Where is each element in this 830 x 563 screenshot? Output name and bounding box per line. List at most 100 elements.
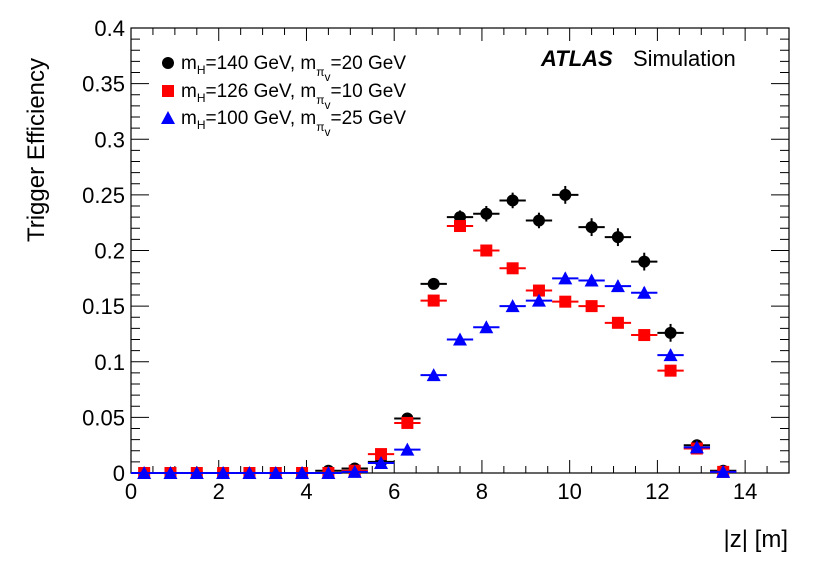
point-marker [375, 448, 388, 461]
series-triangle [131, 271, 737, 479]
x-tick-label: 2 [213, 479, 225, 504]
point-marker [401, 416, 414, 429]
y-tick-label: 0.05 [82, 405, 125, 430]
x-tick-label: 12 [645, 479, 669, 504]
data-point [341, 464, 368, 478]
point-marker [558, 271, 573, 285]
y-tick-label: 0.4 [94, 16, 125, 41]
point-marker [559, 188, 572, 201]
data-point [367, 455, 395, 469]
y-tick-label: 0.3 [94, 127, 125, 152]
axis-ticks: 0 2 4 6 8 10 12 14 0 0.05 0.1 0.15 0.2 0.25 0.3 0.35 0.4 [82, 16, 790, 504]
legend-entry: mH=126 GeV, mπv=10 GeV [162, 81, 406, 112]
data-point [604, 228, 632, 247]
point-marker [453, 332, 467, 346]
point-marker [506, 194, 519, 207]
point-marker [611, 316, 624, 329]
data-point [420, 294, 447, 307]
legend-marker [161, 111, 175, 124]
point-marker [664, 326, 677, 339]
point-marker [189, 466, 204, 479]
point-marker [532, 284, 545, 297]
data-point [157, 466, 184, 479]
atlas-label: ATLAS Simulation [540, 46, 736, 71]
point-marker [427, 277, 440, 290]
point-marker [426, 368, 441, 382]
point-marker [427, 294, 440, 307]
point-marker [638, 329, 651, 342]
point-marker [637, 285, 652, 299]
x-tick-label: 8 [476, 479, 488, 504]
point-marker [347, 464, 362, 478]
point-marker [480, 244, 493, 257]
point-marker [295, 466, 310, 479]
data-point [131, 466, 158, 479]
point-marker [454, 220, 466, 233]
data-point [631, 252, 658, 271]
atlas-simulation-label: Simulation [633, 46, 736, 71]
legend-entry: mH=140 GeV, mπv=20 GeV [162, 53, 406, 84]
atlas-brand: ATLAS [540, 46, 613, 71]
point-marker [716, 464, 731, 478]
point-marker [531, 293, 546, 307]
point-marker [610, 279, 625, 293]
data-point [657, 348, 684, 362]
data-point [683, 440, 711, 454]
data-point [499, 192, 526, 209]
point-marker [611, 231, 624, 244]
point-marker [374, 455, 389, 469]
point-marker [268, 466, 283, 479]
point-marker [400, 442, 415, 456]
data-point [209, 466, 237, 479]
point-marker [585, 300, 598, 313]
data-point [288, 466, 316, 479]
data-point [420, 277, 447, 290]
data-point [473, 320, 500, 334]
data-point [525, 284, 553, 297]
point-marker [584, 273, 599, 287]
point-marker [638, 255, 651, 268]
point-marker [137, 466, 152, 479]
data-point [657, 323, 684, 342]
data-point [236, 466, 263, 479]
data-point [420, 368, 447, 382]
point-marker [216, 466, 231, 479]
point-marker [479, 320, 494, 334]
legend-label: mH=100 GeV, mπv=25 GeV [181, 108, 406, 139]
legend-label: mH=140 GeV, mπv=20 GeV [181, 53, 406, 84]
point-marker [480, 207, 493, 220]
data-point [473, 206, 500, 222]
data-point [525, 293, 553, 307]
data-point [552, 295, 579, 308]
data-point [499, 299, 526, 313]
data-point [631, 329, 658, 342]
x-tick-label: 10 [557, 479, 581, 504]
y-tick-label: 0.2 [94, 239, 125, 264]
x-axis-title: |z| [m] [724, 526, 788, 553]
x-tick-label: 4 [300, 479, 312, 504]
y-tick-label: 0.35 [82, 72, 125, 97]
data-point [394, 416, 421, 429]
point-marker [505, 299, 520, 313]
data-point [394, 442, 421, 456]
point-marker [532, 214, 545, 227]
point-marker [585, 221, 598, 234]
data-point [552, 271, 579, 285]
data-point [262, 466, 289, 479]
point-marker [559, 295, 572, 308]
point-marker [163, 466, 178, 479]
data-point [315, 466, 342, 479]
data-point [578, 300, 605, 313]
data-point [657, 364, 684, 377]
data-point [710, 464, 737, 478]
legend-marker [162, 85, 174, 97]
data-point [578, 218, 605, 237]
data-point [604, 316, 632, 329]
x-tick-label: 0 [125, 479, 137, 504]
data-point [473, 244, 500, 257]
data-point [446, 220, 474, 233]
legend-marker [162, 57, 174, 69]
y-axis-title: Trigger Efficiency [23, 58, 50, 242]
